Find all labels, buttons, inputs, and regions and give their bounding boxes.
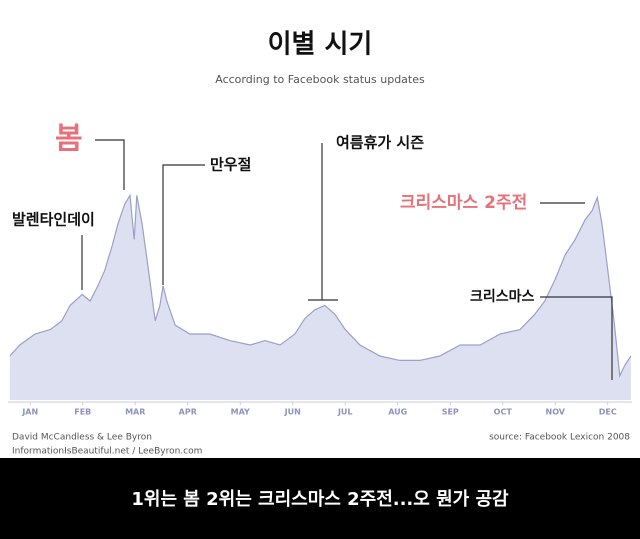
x-tick-label: JUL: [337, 408, 353, 417]
leader-line: [162, 164, 205, 285]
caption-bar: [0, 458, 640, 539]
leader-line: [308, 143, 338, 301]
leader-line: [540, 296, 613, 380]
area: [9, 195, 631, 400]
x-tick-label: JUN: [284, 408, 301, 417]
caption: 1위는 봄 2위는 크리스마스 2주전...오 뭔가 공감: [131, 488, 509, 510]
leader-line: [95, 139, 125, 190]
x-tick-label: SEP: [442, 408, 459, 417]
annotation: 크리스마스: [470, 289, 535, 305]
annotation: 여름휴가 시즌: [336, 134, 424, 152]
x-tick-label: NOV: [546, 408, 566, 417]
credit: David McCandless & Lee Byron: [12, 433, 152, 443]
x-tick-label: JAN: [21, 408, 38, 417]
x-tick-label: DEC: [599, 408, 617, 417]
credit: InformationIsBeautiful.net / LeeByron.co…: [12, 447, 202, 457]
plot: [9, 193, 632, 400]
x-tick-label: MAY: [231, 408, 250, 417]
annotation: 만우절: [210, 156, 251, 174]
x-tick-label: APR: [179, 408, 197, 417]
source: source: Facebook Lexicon 2008: [489, 433, 630, 443]
chart-title: 이별 시기: [268, 30, 373, 60]
line: [9, 193, 632, 378]
x-tick-label: OCT: [494, 408, 513, 417]
x-tick-label: AUG: [388, 408, 407, 417]
annotation: 크리스마스 2주전: [400, 193, 527, 213]
annotation: 발렌타인데이: [12, 211, 95, 229]
chart-subtitle: According to Facebook status updates: [215, 73, 425, 86]
annotation: 봄: [55, 122, 83, 157]
x-tick-label: MAR: [125, 408, 145, 417]
x-tick-label: FEB: [74, 408, 91, 417]
